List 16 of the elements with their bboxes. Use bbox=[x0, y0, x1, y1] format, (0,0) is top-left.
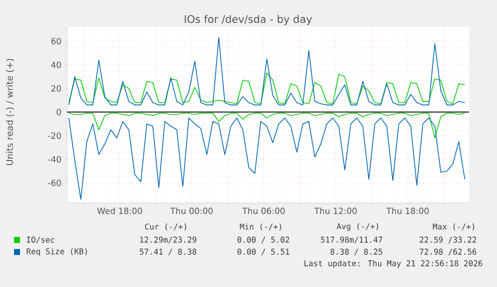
y-tick-label: 40 bbox=[51, 62, 61, 68]
x-tick-label: Thu 12:00 bbox=[314, 208, 357, 214]
x-tick-label: Thu 18:00 bbox=[386, 208, 429, 214]
y-axis-title: Units read (-) / write (+) bbox=[6, 58, 14, 166]
y-tick-label: -60 bbox=[48, 180, 61, 186]
y-tick-label: 60 bbox=[51, 38, 61, 44]
line-series bbox=[68, 118, 466, 200]
y-tick-label: 0 bbox=[56, 108, 61, 116]
x-tick-label: Thu 06:00 bbox=[242, 208, 285, 214]
y-tick-label: -20 bbox=[48, 132, 61, 139]
y-tick-label: -40 bbox=[48, 156, 61, 162]
y-tick-label: 20 bbox=[51, 85, 61, 92]
x-tick-label: Wed 18:00 bbox=[97, 208, 142, 214]
x-tick-label: Thu 00:00 bbox=[170, 208, 213, 214]
line-series bbox=[68, 37, 466, 106]
chart-title: IOs for /dev/sda - by day bbox=[184, 14, 312, 26]
